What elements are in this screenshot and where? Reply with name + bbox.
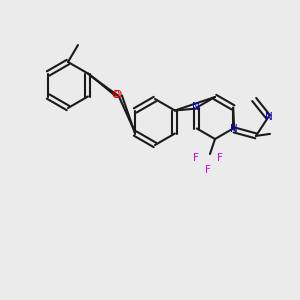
Text: F: F [205, 165, 211, 175]
Text: F: F [217, 153, 223, 163]
Text: N: N [192, 101, 200, 112]
Text: O: O [112, 91, 120, 100]
Text: F: F [193, 153, 199, 163]
Text: O: O [114, 91, 122, 100]
Text: N: N [230, 124, 238, 134]
Text: N: N [266, 112, 273, 122]
